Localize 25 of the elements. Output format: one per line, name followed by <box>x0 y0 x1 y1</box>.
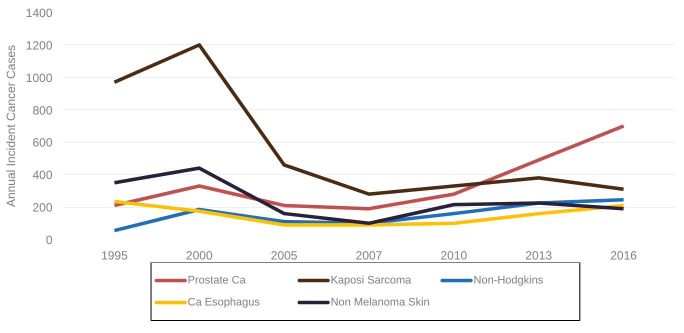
legend-label: Non-Hodgkins <box>474 274 544 286</box>
y-tick-label: 1200 <box>26 38 53 52</box>
x-tick-label: 2007 <box>356 248 383 262</box>
x-tick-label: 2000 <box>186 248 213 262</box>
x-tick-label: 2013 <box>525 248 552 262</box>
line-series <box>112 43 626 196</box>
line-series <box>112 124 626 210</box>
y-tick-label: 200 <box>32 200 53 215</box>
y-tick-label: 1400 <box>26 6 53 20</box>
x-tick-label: 2005 <box>270 248 298 262</box>
legend-label: Non Melanoma Skin <box>330 296 430 308</box>
y-tick-label: 600 <box>32 136 53 150</box>
y-axis-title: Annual Incident Cancer Cases <box>4 44 18 208</box>
x-tick-label: 2010 <box>440 248 468 262</box>
legend-label: Prostate Ca <box>188 274 247 286</box>
line-series <box>112 166 626 226</box>
y-tick-label: 400 <box>32 168 53 182</box>
y-tick-label: 800 <box>32 103 53 118</box>
y-tick-label: 0 <box>46 233 53 247</box>
line-series <box>112 200 626 227</box>
x-tick-label: 2016 <box>610 248 638 262</box>
legend-label: Ca Esophagus <box>188 296 260 308</box>
x-tick-label: 1995 <box>101 248 128 262</box>
legend-label: Kaposi Sarcoma <box>330 274 412 286</box>
y-tick-label: 1000 <box>26 70 53 85</box>
